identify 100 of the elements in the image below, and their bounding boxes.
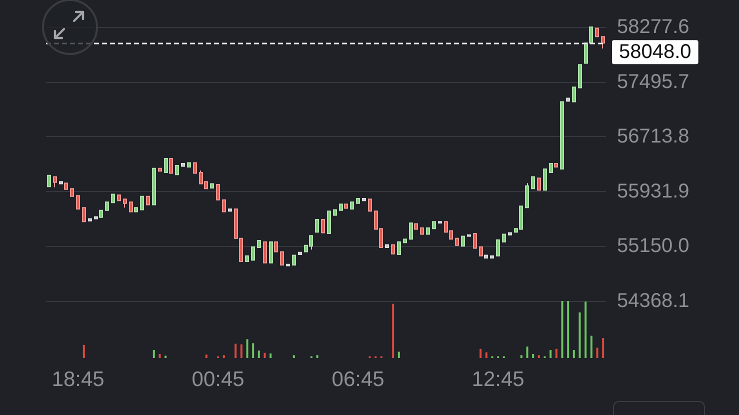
candlestick — [187, 162, 191, 168]
candlestick — [566, 98, 570, 102]
bar — [485, 352, 488, 358]
candlestick — [59, 181, 63, 184]
candlestick — [123, 198, 127, 208]
bar — [538, 355, 540, 358]
ref-line-label: 58048.0 — [619, 41, 692, 64]
bar — [584, 302, 587, 358]
candlestick — [140, 196, 144, 210]
candlestick — [134, 207, 138, 212]
candlestick — [82, 207, 86, 222]
bar — [205, 354, 208, 358]
candlestick — [572, 86, 576, 102]
candlestick — [339, 204, 343, 211]
y-tick-label: 57495.7 — [617, 70, 690, 93]
bar — [270, 353, 272, 358]
candlestick — [269, 241, 273, 264]
candlestick — [321, 218, 325, 234]
candlestick — [158, 168, 162, 172]
candlestick — [216, 184, 220, 200]
candlestick — [286, 264, 290, 266]
candlestick — [525, 182, 529, 208]
candlestick — [152, 168, 156, 206]
candlestick — [397, 241, 401, 256]
candlestick — [461, 236, 465, 247]
bar — [234, 344, 237, 358]
candlestick — [99, 210, 103, 218]
bar — [590, 336, 592, 358]
bar — [567, 301, 570, 358]
candlestick — [484, 254, 488, 259]
candlestick — [53, 176, 57, 188]
candlestick — [274, 241, 278, 252]
candlestick — [391, 244, 395, 254]
bar — [316, 355, 318, 358]
candlestick — [88, 218, 92, 222]
candlestick — [94, 216, 98, 220]
candlestick — [543, 168, 547, 191]
candlestick — [47, 174, 51, 188]
candlestick — [70, 188, 74, 197]
bar — [264, 352, 266, 358]
candlestick — [105, 201, 109, 211]
bar — [258, 350, 260, 358]
candlestick — [257, 240, 261, 248]
bar — [532, 354, 534, 358]
y-tick-label: 58277.6 — [617, 16, 690, 38]
y-tick-label: 55150.0 — [617, 235, 690, 258]
bar — [240, 344, 242, 358]
y-tick-label: 54368.1 — [617, 290, 690, 312]
candlestick — [467, 234, 471, 237]
bar — [152, 350, 155, 358]
candlestick — [76, 195, 80, 210]
candlestick — [327, 210, 331, 234]
candlestick — [263, 241, 267, 264]
candlestick — [117, 194, 121, 202]
bar — [398, 352, 400, 358]
bar — [158, 354, 161, 358]
candlestick — [595, 28, 599, 38]
candlestick — [315, 218, 319, 233]
bar — [520, 355, 522, 358]
candlestick — [111, 194, 115, 204]
candlestick — [601, 36, 605, 50]
candlestick — [426, 227, 430, 235]
x-tick-label: 18:45 — [52, 368, 104, 391]
candlestick — [531, 176, 535, 190]
bar — [480, 348, 482, 358]
candlestick — [181, 162, 185, 167]
candlestick — [455, 238, 459, 246]
candlestick — [473, 233, 477, 249]
candlestick — [362, 198, 366, 202]
candlestick — [560, 101, 564, 170]
candlestick — [292, 254, 296, 266]
x-tick-label: 06:45 — [332, 368, 384, 391]
candlestick — [356, 198, 360, 204]
candlestick — [333, 209, 337, 216]
candlestick — [479, 246, 483, 256]
candlestick — [420, 227, 424, 235]
bar — [555, 348, 558, 358]
bar — [578, 312, 581, 358]
bar — [550, 350, 552, 358]
candlestick — [146, 196, 150, 206]
candlestick — [169, 158, 173, 174]
bar — [561, 301, 564, 358]
candlestick — [385, 244, 389, 248]
candlestick — [496, 239, 500, 256]
bar — [252, 343, 254, 358]
candlestick — [344, 204, 348, 209]
bar — [246, 339, 248, 358]
bar — [82, 344, 85, 358]
candlestick — [245, 255, 249, 262]
candlestick — [432, 221, 436, 230]
candlestick — [368, 198, 372, 212]
candlestick — [403, 238, 407, 244]
candlestick — [164, 158, 168, 174]
candlestick — [490, 255, 494, 259]
candlestick — [129, 201, 133, 212]
candlestick — [549, 162, 553, 174]
y-tick-label: 56713.8 — [617, 126, 690, 148]
bar — [572, 350, 575, 358]
candlestick — [409, 222, 413, 240]
candlestick — [251, 246, 255, 261]
